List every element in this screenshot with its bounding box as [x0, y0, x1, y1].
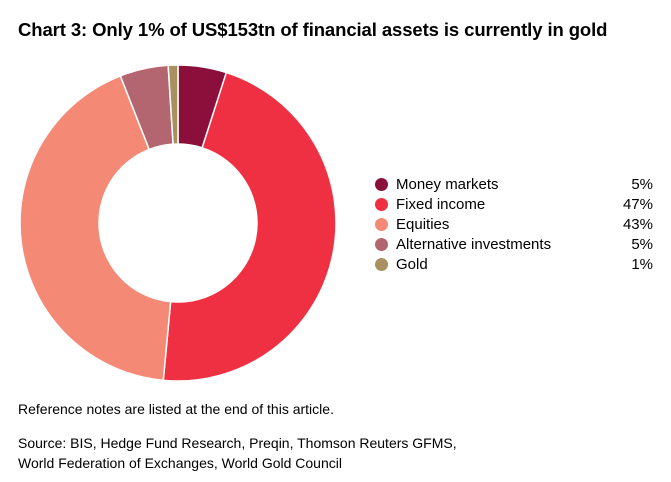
chart-legend: Money markets 5% Fixed income 47% Equities 43…: [375, 174, 653, 274]
source-line-1: Source: BIS, Hedge Fund Research, Preqin…: [18, 435, 457, 451]
legend-item: Equities 43%: [375, 214, 653, 234]
legend-swatch: [375, 197, 388, 211]
legend-label: Fixed income: [396, 195, 486, 213]
chart-title: Chart 3: Only 1% of US$153tn of financia…: [18, 19, 608, 40]
legend-item: Gold 1%: [375, 254, 653, 274]
legend-label: Gold: [396, 255, 428, 273]
legend-swatch: [375, 237, 388, 251]
donut-slice-gold: [167, 64, 179, 145]
legend-swatch: [375, 257, 388, 271]
legend-item: Money markets 5%: [375, 174, 653, 194]
source-line-2: World Federation of Exchanges, World Gol…: [18, 455, 342, 471]
legend-label: Equities: [396, 215, 450, 233]
legend-value: 47%: [622, 195, 653, 213]
donut-chart: [19, 64, 337, 382]
legend-label: Alternative investments: [396, 235, 552, 253]
legend-value: 1%: [631, 255, 653, 273]
legend-item: Alternative investments 5%: [375, 234, 653, 254]
donut-slice-fixed-income: [162, 71, 337, 382]
legend-value: 5%: [631, 235, 653, 253]
legend-label: Money markets: [396, 175, 499, 193]
legend-value: 5%: [631, 175, 653, 193]
legend-swatch: [375, 217, 388, 231]
legend-value: 43%: [622, 215, 653, 233]
source-note: Source: BIS, Hedge Fund Research, Preqin…: [18, 433, 457, 473]
reference-notes: Reference notes are listed at the end of…: [18, 401, 334, 417]
donut-slice-equities: [19, 74, 172, 382]
legend-item: Fixed income 47%: [375, 194, 653, 214]
legend-swatch: [375, 177, 388, 191]
